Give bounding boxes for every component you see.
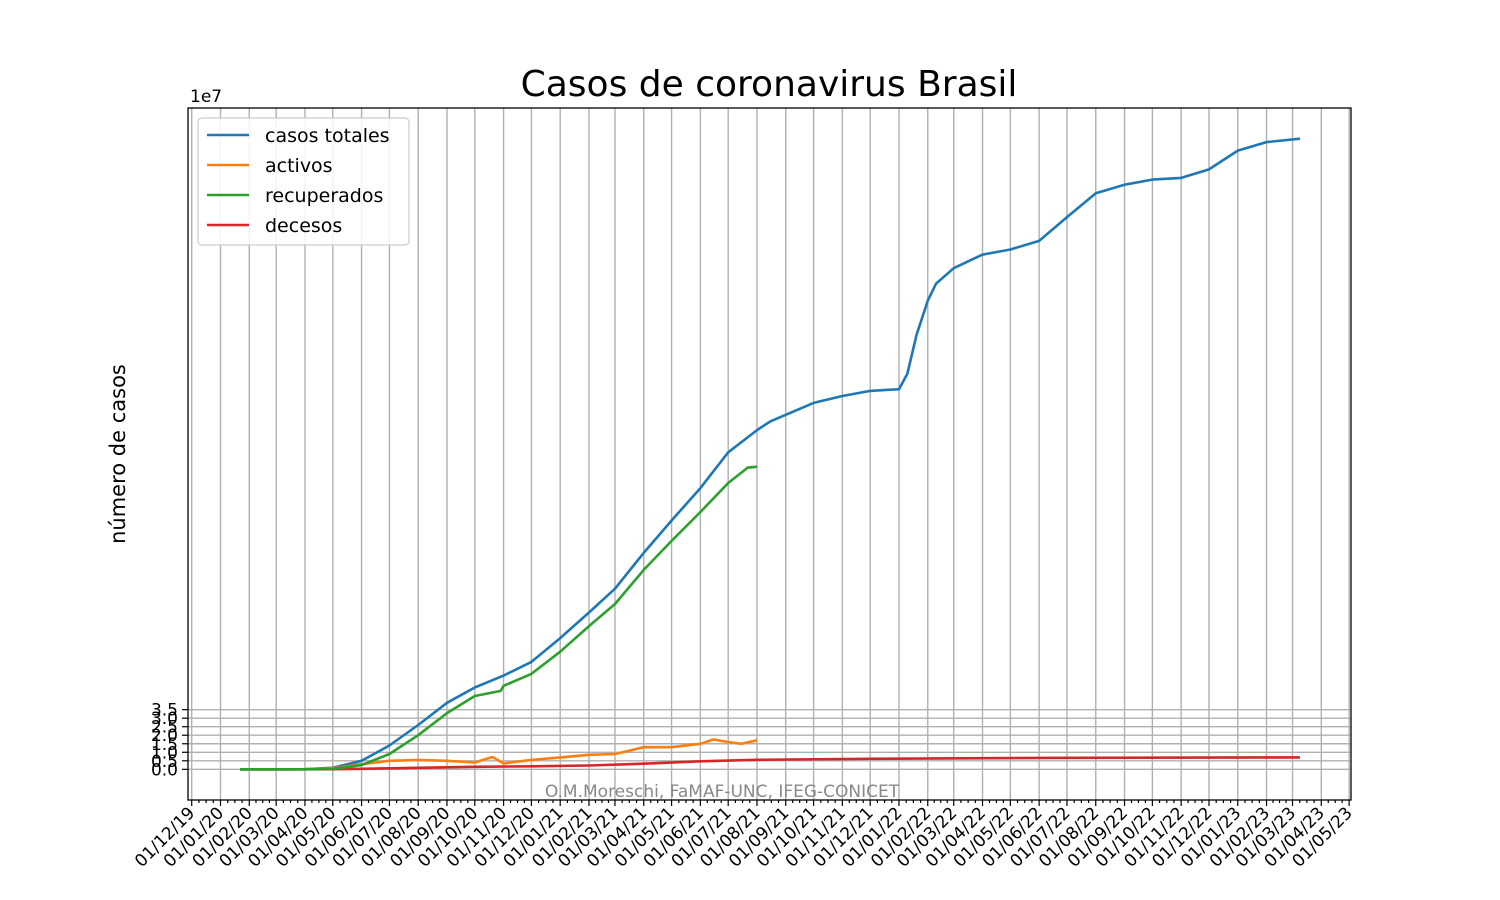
legend-entry: activos (265, 155, 333, 177)
series-line-recuperados (240, 465, 758, 771)
series-lines (240, 137, 1301, 771)
series-line-casos-totales (240, 137, 1301, 771)
y-tick-label: 3.5 (151, 701, 178, 721)
watermark-annotation: O.M.Moreschi, FaMAF-UNC, IFEG-CONICET (545, 782, 900, 802)
y-tick-label: 2.5 (151, 718, 178, 738)
legend-entry: recuperados (265, 185, 383, 207)
series-line-decesos (240, 756, 1301, 771)
y-offset-label: 1e7 (190, 87, 222, 107)
legend-entry: decesos (265, 215, 342, 237)
legend-box (197, 117, 410, 246)
y-tick-label: 0.5 (151, 752, 178, 772)
y-tick-label: 1.0 (151, 743, 178, 763)
legend: casos totales activos recuperados decesos (197, 117, 410, 246)
y-tick-label: 2.0 (151, 726, 178, 746)
y-axis-ticks: 0.00.51.01.52.02.53.03.5 (151, 701, 188, 780)
y-axis-label: número de casos (106, 364, 130, 544)
y-tick-label: 3.0 (151, 709, 178, 729)
y-tick-label: 0.0 (151, 760, 178, 780)
chart-title: Casos de coronavirus Brasil (521, 64, 1018, 105)
y-tick-label: 1.5 (151, 735, 178, 755)
legend-entry: casos totales (265, 125, 390, 147)
plot-frame (187, 107, 1352, 801)
